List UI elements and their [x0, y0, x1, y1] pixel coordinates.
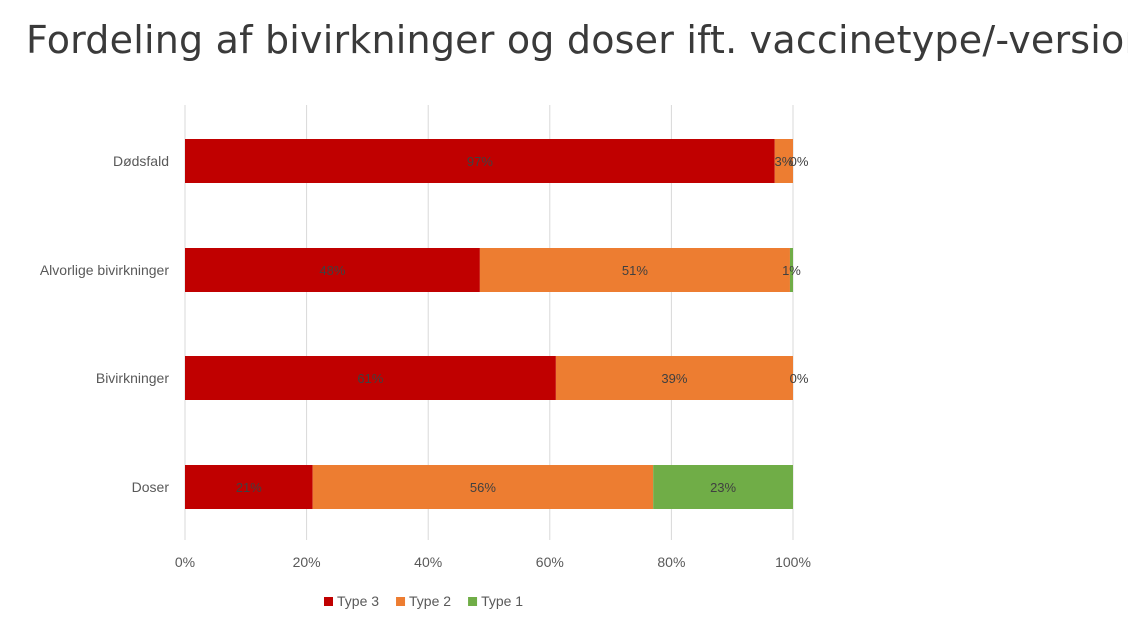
category-labels: Dødsfald Alvorlige bivirkninger Bivirkning…	[40, 153, 170, 495]
x-tick-label: 40%	[414, 554, 442, 570]
x-tick-label: 100%	[775, 554, 811, 570]
x-tick-label: 0%	[175, 554, 195, 570]
x-tick-label: 20%	[293, 554, 321, 570]
bar-segment	[555, 356, 793, 400]
bar-segment	[185, 139, 775, 183]
data-label: 48%	[319, 263, 345, 278]
page-title: Fordeling af bivirkninger og doser ift. …	[26, 18, 1128, 62]
category-label: Doser	[132, 479, 170, 495]
bar-segment	[774, 139, 793, 183]
x-tick-label: 80%	[657, 554, 685, 570]
bar-segment	[185, 465, 313, 509]
data-label: 97%	[467, 154, 493, 169]
x-axis-tick-labels: 0% 20% 40% 60% 80% 100%	[175, 554, 811, 570]
legend-swatch	[324, 597, 333, 606]
legend: Type 3 Type 2 Type 1	[324, 593, 523, 609]
x-tick-label: 60%	[536, 554, 564, 570]
data-label: 39%	[661, 371, 687, 386]
data-label: 1%	[782, 263, 801, 278]
bars	[185, 139, 793, 509]
bar-segment	[789, 248, 793, 292]
legend-label: Type 1	[481, 593, 523, 609]
bar-segment	[185, 356, 556, 400]
bar-segment	[653, 465, 793, 509]
bar-segment	[312, 465, 654, 509]
category-label: Bivirkninger	[96, 370, 169, 386]
data-label: 3%	[774, 154, 793, 169]
data-label: 23%	[710, 480, 736, 495]
data-label: 61%	[357, 371, 383, 386]
data-label: 51%	[622, 263, 648, 278]
legend-swatch	[396, 597, 406, 606]
data-labels: 97% 3%0%48% 51% 1%61% 39% 0%21% 56% 23%	[236, 154, 809, 495]
bar-segment	[185, 248, 480, 292]
legend-label: Type 3	[337, 593, 379, 609]
legend-swatch	[468, 597, 478, 606]
data-label: 56%	[470, 480, 496, 495]
legend-label: Type 2	[409, 593, 451, 609]
data-label: 0%	[790, 371, 809, 386]
category-label: Alvorlige bivirkninger	[40, 262, 170, 278]
data-label: 21%	[236, 480, 262, 495]
bar-segment	[479, 248, 790, 292]
data-label: 0%	[790, 154, 809, 169]
category-label: Dødsfald	[113, 153, 169, 169]
